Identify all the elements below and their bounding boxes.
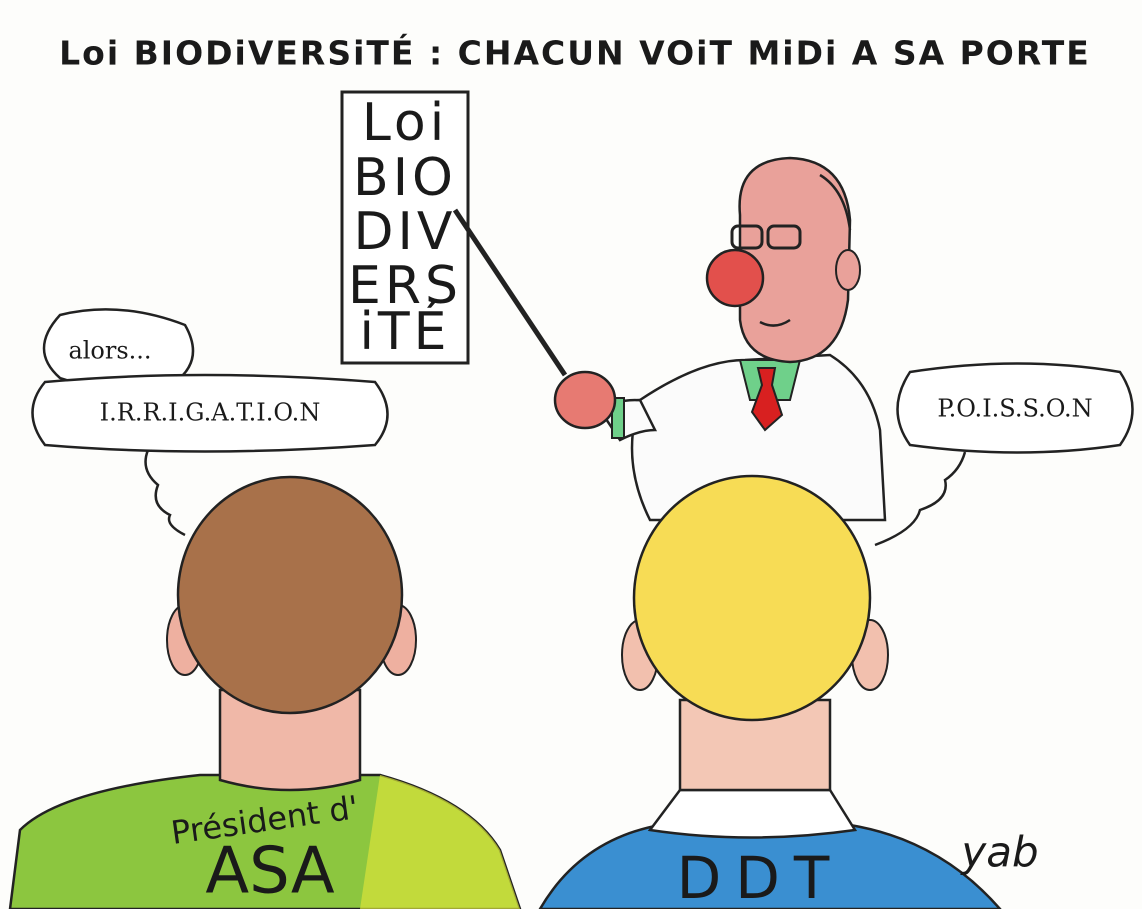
bubble-text: P.O.I.S.S.O.N <box>937 395 1092 423</box>
cartoon: Loi BIODiVERSiTÉ : CHACUN VOiT MiDi A SA… <box>0 0 1142 909</box>
bubble-text: I.R.R.I.G.A.T.I.O.N <box>100 399 321 427</box>
chart-line: Loi <box>362 93 448 153</box>
chart-line: iTÉ <box>359 301 450 362</box>
bubble-text: alors... <box>68 337 151 365</box>
shirt-text: ASA <box>205 835 335 909</box>
title: Loi BIODiVERSiTÉ : CHACUN VOiT MiDi A SA… <box>59 33 1091 73</box>
chart-line: DIV <box>354 202 457 262</box>
chart-line: BIO <box>353 148 457 208</box>
background <box>0 0 1142 909</box>
shirt-text: DDT <box>677 844 844 909</box>
signature: yab <box>959 828 1038 877</box>
